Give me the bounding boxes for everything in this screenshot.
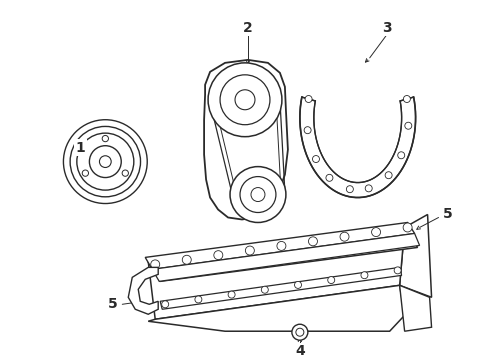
Circle shape	[405, 122, 412, 129]
Circle shape	[228, 291, 235, 298]
Circle shape	[371, 228, 381, 237]
Polygon shape	[148, 228, 405, 319]
Circle shape	[361, 272, 368, 279]
Circle shape	[346, 186, 353, 193]
Polygon shape	[300, 97, 416, 198]
Circle shape	[245, 246, 254, 255]
Circle shape	[182, 255, 191, 264]
Circle shape	[230, 167, 286, 222]
Circle shape	[220, 75, 270, 125]
Circle shape	[261, 286, 269, 293]
Polygon shape	[148, 285, 405, 331]
Polygon shape	[160, 267, 402, 309]
Circle shape	[162, 301, 169, 308]
Circle shape	[365, 185, 372, 192]
Polygon shape	[400, 215, 432, 297]
Circle shape	[292, 324, 308, 340]
Circle shape	[195, 296, 202, 303]
Polygon shape	[204, 60, 288, 220]
Circle shape	[102, 135, 108, 142]
Circle shape	[304, 127, 311, 134]
Circle shape	[77, 133, 134, 190]
Circle shape	[340, 232, 349, 241]
Polygon shape	[145, 222, 415, 269]
Circle shape	[70, 126, 141, 197]
Text: 1: 1	[75, 141, 85, 155]
Circle shape	[208, 63, 282, 137]
Circle shape	[240, 177, 276, 212]
Circle shape	[403, 95, 411, 103]
Circle shape	[89, 146, 121, 177]
Polygon shape	[148, 228, 417, 282]
Circle shape	[99, 156, 111, 167]
Text: 5: 5	[107, 297, 117, 311]
Polygon shape	[128, 267, 158, 314]
Circle shape	[313, 156, 319, 162]
Circle shape	[398, 152, 405, 159]
Circle shape	[394, 267, 401, 274]
Circle shape	[63, 120, 147, 203]
Circle shape	[309, 237, 318, 246]
Circle shape	[328, 276, 335, 284]
Circle shape	[122, 170, 128, 176]
Polygon shape	[152, 233, 419, 282]
Polygon shape	[400, 285, 432, 331]
Text: 4: 4	[295, 344, 305, 358]
Circle shape	[251, 188, 265, 202]
Circle shape	[403, 223, 412, 232]
Circle shape	[326, 174, 333, 181]
Text: 2: 2	[243, 21, 253, 35]
Circle shape	[277, 242, 286, 251]
Text: 3: 3	[382, 21, 392, 35]
Circle shape	[214, 251, 223, 260]
Circle shape	[305, 95, 312, 103]
Circle shape	[235, 90, 255, 110]
Circle shape	[294, 282, 301, 288]
Circle shape	[385, 172, 392, 179]
Text: 5: 5	[442, 207, 452, 221]
Circle shape	[151, 260, 160, 269]
Circle shape	[82, 170, 89, 176]
Circle shape	[296, 328, 304, 336]
